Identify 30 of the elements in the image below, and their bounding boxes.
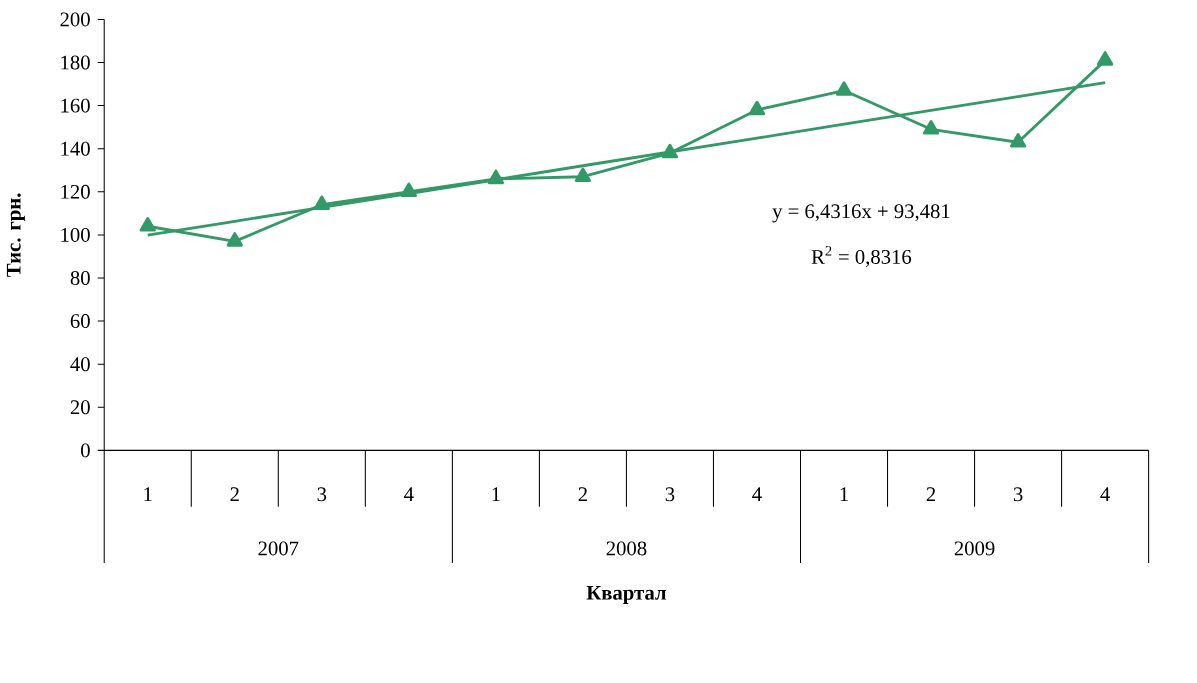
y-tick-label: 40 (70, 357, 90, 372)
y-tick-label: 160 (61, 98, 90, 113)
x-tick-label: 3 (665, 487, 675, 502)
y-tick-label: 140 (61, 141, 90, 156)
x-tick-label: 1 (840, 487, 848, 501)
x-tick-label: 4 (1100, 487, 1110, 501)
x-axis-title: Квартал (586, 585, 667, 604)
y-tick-label: 180 (61, 55, 90, 70)
y-axis-title: Тис. грн. (6, 193, 25, 277)
x-tick-label: 2 (230, 487, 239, 501)
x-tick-label: 4 (752, 487, 762, 501)
x-tick-label: 2 (926, 487, 936, 501)
y-tick-label: 80 (70, 270, 90, 285)
x-tick-label: 3 (317, 487, 327, 502)
text: 2007 (258, 541, 299, 556)
y-tick-label: 60 (70, 313, 90, 328)
x-tick-label: 1 (144, 487, 152, 501)
x-tick-label: 3 (1013, 487, 1023, 502)
x-tick-label: 2 (578, 487, 587, 501)
y-tick-label: 120 (61, 184, 90, 199)
text: 2008 (606, 541, 647, 556)
x-tick-label: 1 (492, 487, 500, 501)
annotation: R$^{2}$ = 0,8316 (811, 245, 912, 267)
y-tick-label: 20 (70, 400, 90, 415)
y-tick-label: 200 (60, 12, 90, 27)
text: 2009 (954, 541, 995, 556)
annotation: y = 6,4316x + 93,481 (772, 204, 950, 223)
x-tick-label: 4 (404, 487, 414, 501)
y-tick-label: 100 (61, 227, 90, 242)
y-tick-label: 0 (81, 443, 90, 458)
